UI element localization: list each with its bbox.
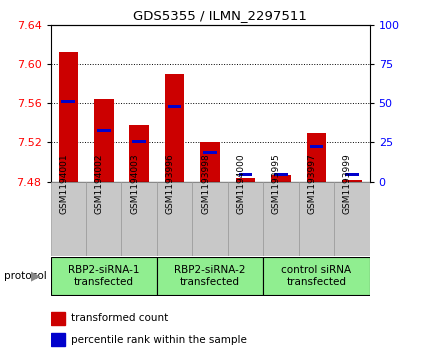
- Bar: [157, 257, 263, 295]
- Bar: [203, 151, 217, 154]
- Bar: [94, 99, 114, 182]
- Bar: [271, 175, 291, 182]
- Text: RBP2-siRNA-2
transfected: RBP2-siRNA-2 transfected: [174, 265, 246, 287]
- Text: control siRNA
transfected: control siRNA transfected: [281, 265, 352, 287]
- Text: GSM1194000: GSM1194000: [237, 154, 246, 214]
- Bar: [307, 133, 326, 182]
- Bar: [168, 105, 181, 108]
- Bar: [263, 182, 299, 256]
- Bar: [274, 173, 288, 176]
- Text: GSM1194002: GSM1194002: [95, 154, 104, 214]
- Text: percentile rank within the sample: percentile rank within the sample: [71, 335, 247, 345]
- Bar: [342, 180, 362, 182]
- Bar: [334, 182, 370, 256]
- Text: GSM1194001: GSM1194001: [59, 154, 68, 214]
- Bar: [239, 173, 253, 176]
- Bar: [299, 182, 334, 256]
- Bar: [157, 182, 192, 256]
- Text: GSM1193995: GSM1193995: [272, 153, 281, 214]
- Text: protocol: protocol: [4, 271, 47, 281]
- Bar: [51, 257, 157, 295]
- Text: RBP2-siRNA-1
transfected: RBP2-siRNA-1 transfected: [68, 265, 139, 287]
- Bar: [310, 145, 323, 148]
- Bar: [263, 257, 370, 295]
- Bar: [236, 178, 255, 182]
- Bar: [51, 311, 65, 325]
- Text: transformed count: transformed count: [71, 313, 169, 323]
- Bar: [97, 129, 110, 132]
- Text: GDS5355 / ILMN_2297511: GDS5355 / ILMN_2297511: [133, 9, 307, 22]
- Bar: [59, 52, 78, 182]
- Text: ▶: ▶: [31, 270, 41, 283]
- Text: GSM1194003: GSM1194003: [130, 154, 139, 214]
- Bar: [62, 100, 75, 103]
- Bar: [51, 333, 65, 346]
- Bar: [228, 182, 263, 256]
- Bar: [121, 182, 157, 256]
- Text: GSM1193998: GSM1193998: [201, 153, 210, 214]
- Bar: [165, 74, 184, 182]
- Bar: [86, 182, 121, 256]
- Text: GSM1193997: GSM1193997: [308, 153, 316, 214]
- Text: GSM1193999: GSM1193999: [343, 153, 352, 214]
- Text: GSM1193996: GSM1193996: [165, 153, 175, 214]
- Bar: [132, 140, 146, 143]
- Bar: [200, 142, 220, 182]
- Bar: [192, 182, 228, 256]
- Bar: [345, 173, 359, 176]
- Bar: [51, 182, 86, 256]
- Bar: [129, 125, 149, 182]
